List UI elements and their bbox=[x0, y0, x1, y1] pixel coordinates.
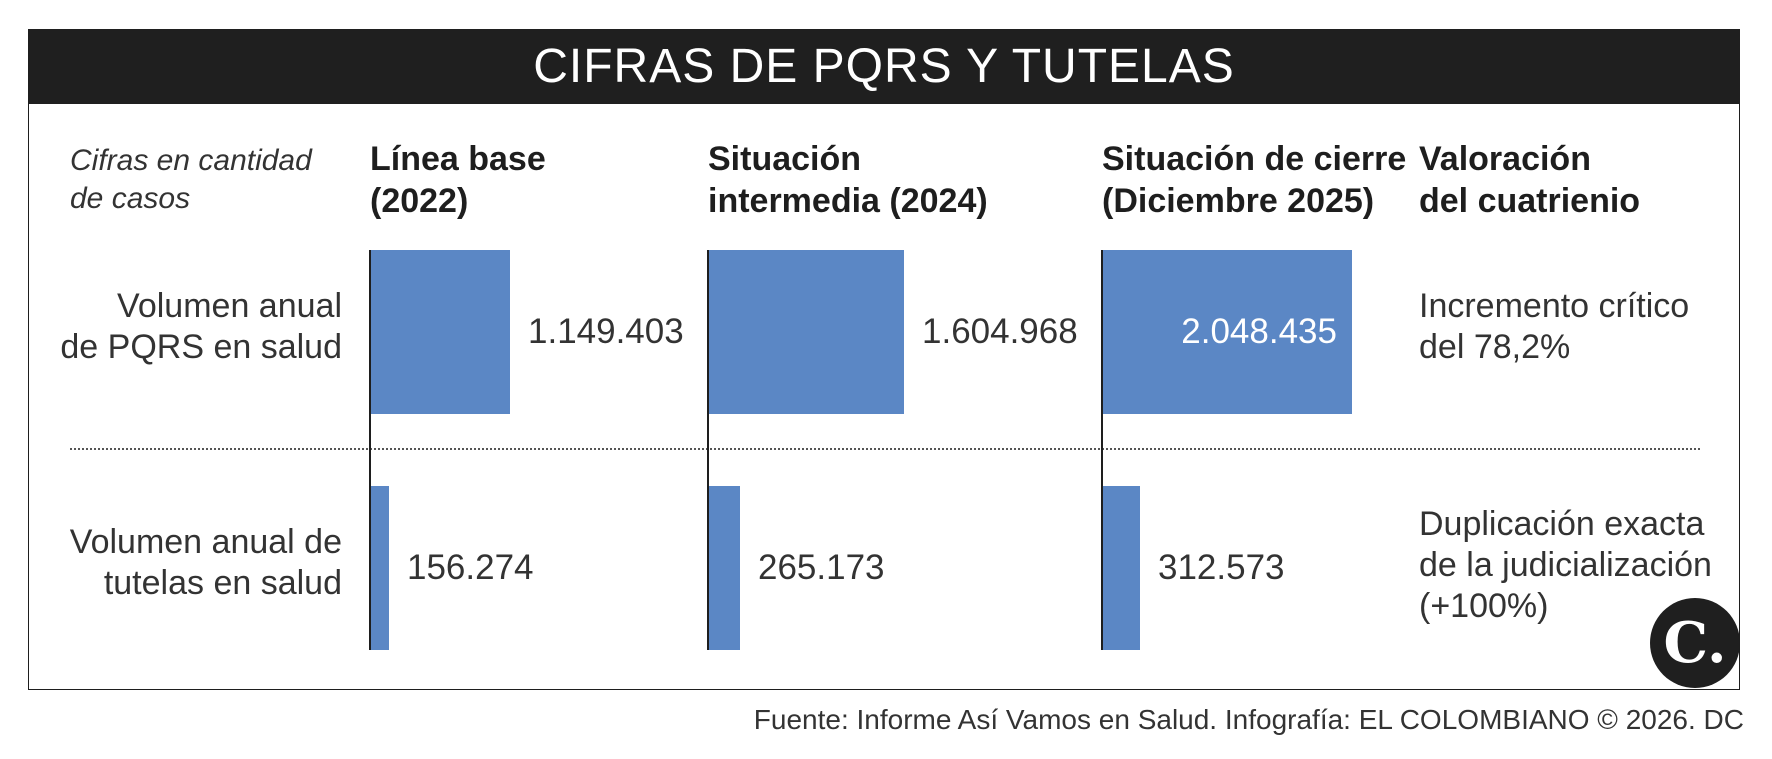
el-colombiano-logo: C. bbox=[1650, 598, 1740, 688]
bar bbox=[708, 250, 904, 414]
assessment-line: de la judicialización bbox=[1419, 546, 1712, 584]
row-label-pqrs: Volumen anual de PQRS en salud bbox=[22, 286, 342, 368]
row-label-line: Volumen anual de bbox=[69, 523, 342, 561]
bar bbox=[708, 486, 740, 650]
bar-baseline bbox=[1101, 250, 1103, 650]
source-credit: Fuente: Informe Así Vamos en Salud. Info… bbox=[753, 704, 1744, 735]
bar bbox=[370, 486, 389, 650]
column-header-line: (Diciembre 2025) bbox=[1102, 182, 1375, 220]
column-header-line: intermedia (2024) bbox=[708, 182, 988, 220]
bar-baseline bbox=[707, 250, 709, 650]
assessment-line: Duplicación exacta bbox=[1419, 505, 1705, 543]
column-header-baseline: Línea base (2022) bbox=[370, 138, 546, 222]
bar bbox=[1102, 486, 1140, 650]
bar-value-label: 312.573 bbox=[1158, 548, 1285, 587]
column-header-line: Situación bbox=[708, 140, 862, 178]
column-header-line: Línea base bbox=[370, 140, 546, 178]
header-title: CIFRAS DE PQRS Y TUTELAS bbox=[28, 29, 1740, 104]
row-label-line: de PQRS en salud bbox=[60, 328, 342, 366]
column-header-line: (2022) bbox=[370, 182, 469, 220]
assessment-line: del 78,2% bbox=[1419, 328, 1571, 366]
units-note: Cifras en cantidad de casos bbox=[70, 144, 312, 215]
assessment-line: Incremento crítico bbox=[1419, 287, 1690, 325]
column-header-closing: Situación de cierre (Diciembre 2025) bbox=[1102, 138, 1406, 222]
row-label-tutelas: Volumen anual de tutelas en salud bbox=[22, 522, 342, 604]
column-header-line: Valoración bbox=[1419, 140, 1591, 178]
assessment-tutelas: Duplicación exacta de la judicialización… bbox=[1419, 504, 1719, 627]
assessment-pqrs: Incremento crítico del 78,2% bbox=[1419, 286, 1719, 368]
bar bbox=[370, 250, 510, 414]
assessment-line: (+100%) bbox=[1419, 587, 1549, 625]
bar bbox=[1102, 250, 1352, 414]
bar-value-label: 265.173 bbox=[758, 548, 885, 587]
bar-value-label: 1.149.403 bbox=[528, 312, 684, 351]
bar-value-label: 156.274 bbox=[407, 548, 534, 587]
bar-value-label: 1.604.968 bbox=[922, 312, 1078, 351]
bar-value-label: 2.048.435 bbox=[1181, 312, 1337, 351]
row-divider bbox=[70, 448, 1700, 450]
row-label-line: tutelas en salud bbox=[103, 564, 342, 602]
bar-baseline bbox=[369, 250, 371, 650]
column-header-assessment: Valoración del cuatrienio bbox=[1419, 138, 1640, 222]
column-header-line: del cuatrienio bbox=[1419, 182, 1641, 220]
column-header-intermediate: Situación intermedia (2024) bbox=[708, 138, 988, 222]
row-label-line: Volumen anual bbox=[117, 287, 342, 325]
column-header-line: Situación de cierre bbox=[1102, 140, 1407, 178]
